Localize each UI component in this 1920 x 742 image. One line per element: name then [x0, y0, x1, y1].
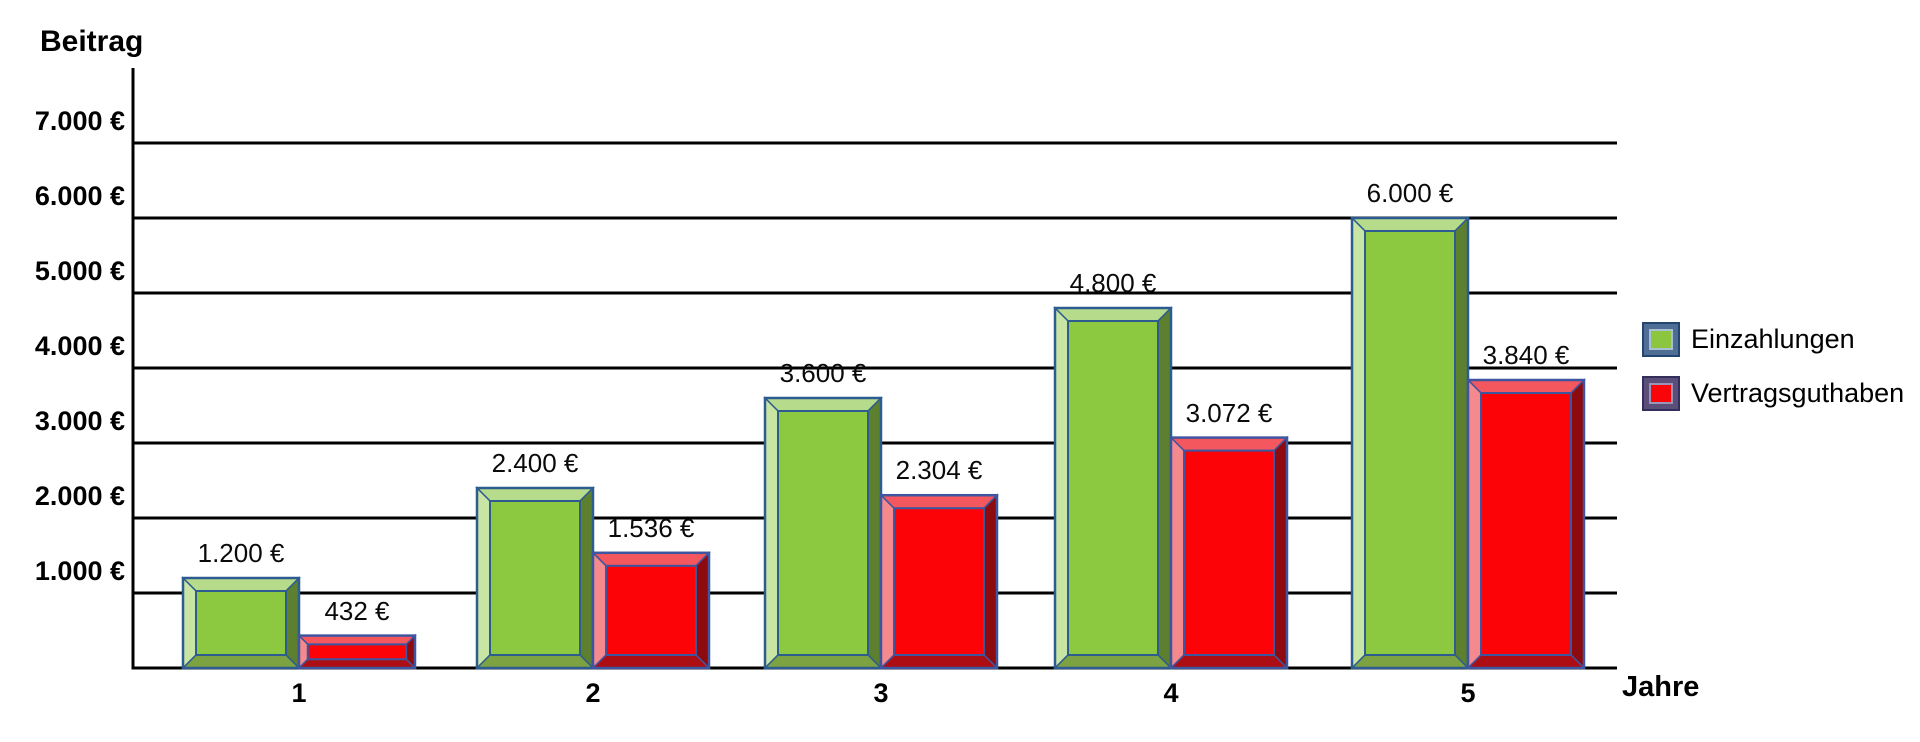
bar-einzahlungen-1-face [195, 590, 287, 656]
value-label-vertragsguthaben-4: 3.072 € [1185, 397, 1273, 428]
bar-vertragsguthaben-5-bevel-left [1467, 378, 1482, 670]
bar-vertragsguthaben-4-bevel-bottom [1169, 654, 1289, 669]
y-tick-label-6000: 6.000 € [34, 181, 125, 211]
value-label-einzahlungen-2: 2.400 € [491, 448, 579, 478]
bar-vertragsguthaben-5-bevel-right [1570, 378, 1585, 670]
bar-vertragsguthaben-2-bevel-left [592, 550, 607, 670]
bar-vertragsguthaben-5-bevel-bottom [1466, 654, 1586, 669]
value-label-vertragsguthaben-1: 432 € [324, 595, 390, 626]
x-category-label-1: 1 [291, 678, 307, 708]
value-label-vertragsguthaben-3: 2.304 € [895, 455, 983, 486]
y-axis-title: Beitrag [40, 25, 144, 58]
bar-einzahlungen-3-face [777, 410, 869, 656]
bar-einzahlungen-1-bevel-left [182, 576, 197, 670]
bar-einzahlungen-2-bevel-top [475, 487, 595, 502]
value-label-einzahlungen-4: 4.800 € [1069, 268, 1157, 298]
bar-einzahlungen-5-bevel-top [1350, 217, 1470, 232]
bar-einzahlungen-2-bevel-left [476, 486, 491, 670]
legend-item-einzahlungen: Einzahlungen [1642, 322, 1855, 357]
bar-vertragsguthaben-2-outline [591, 551, 711, 670]
value-label-einzahlungen-3: 3.600 € [779, 358, 867, 388]
bar-einzahlungen-5-bevel-right [1454, 216, 1469, 670]
bar-einzahlungen-1-bevel-bottom [181, 654, 301, 669]
bar-vertragsguthaben-4-face [1183, 449, 1275, 656]
bar-einzahlungen-3-bevel-bottom [763, 654, 883, 669]
bar-vertragsguthaben-4-bevel-right [1273, 435, 1288, 670]
bar-einzahlungen-4-bevel-top [1053, 307, 1173, 322]
y-tick-label-4000: 4.000 € [34, 331, 125, 361]
bar-einzahlungen-1-bevel-top [181, 577, 301, 592]
bar-einzahlungen-5-bevel-bottom [1350, 654, 1470, 669]
y-tick-label-7000: 7.000 € [34, 106, 125, 136]
bar-vertragsguthaben-3-outline [879, 493, 999, 670]
bar-einzahlungen-4-face [1067, 320, 1159, 656]
value-label-vertragsguthaben-5: 3.840 € [1482, 340, 1570, 370]
bar-vertragsguthaben-2-bevel-bottom [591, 654, 711, 669]
x-category-label-4: 4 [1163, 678, 1179, 708]
vertragsguthaben-swatch-fill [1649, 383, 1673, 404]
y-tick-label-3000: 3.000 € [34, 406, 125, 436]
bar-vertragsguthaben-4-bevel-left [1170, 435, 1185, 670]
bar-vertragsguthaben-4-bevel-top [1169, 436, 1289, 452]
bar-einzahlungen-3-bevel-left [764, 396, 779, 670]
bar-einzahlungen-2-bevel-bottom [475, 654, 595, 669]
bar-vertragsguthaben-2-face [605, 564, 697, 656]
legend-item-vertragsguthaben: Vertragsguthaben [1642, 376, 1904, 411]
vertragsguthaben-swatch-icon [1642, 376, 1680, 411]
bar-vertragsguthaben-5-face [1480, 392, 1572, 656]
bar-einzahlungen-5-face [1364, 230, 1456, 656]
y-tick-label-5000: 5.000 € [34, 256, 125, 286]
bar-vertragsguthaben-1-bevel-bottom [297, 658, 417, 669]
bar-einzahlungen-4-bevel-right [1157, 306, 1172, 670]
bar-einzahlungen-4-bevel-left [1054, 306, 1069, 670]
bar-einzahlungen-1-outline [181, 576, 301, 670]
einzahlungen-swatch-icon [1642, 322, 1680, 357]
bar-vertragsguthaben-3-bevel-left [880, 493, 895, 670]
bar-vertragsguthaben-1-face [306, 643, 408, 661]
bar-vertragsguthaben-3-bevel-top [879, 494, 999, 509]
bar-vertragsguthaben-3-bevel-right [983, 493, 998, 670]
y-tick-label-2000: 2.000 € [34, 481, 125, 511]
value-label-einzahlungen-1: 1.200 € [197, 538, 285, 568]
x-category-label-3: 3 [873, 678, 889, 708]
x-category-label-2: 2 [585, 678, 601, 708]
value-label-einzahlungen-5: 6.000 € [1366, 178, 1454, 208]
y-tick-label-1000: 1.000 € [34, 556, 125, 586]
bar-vertragsguthaben-5-bevel-top [1466, 379, 1586, 394]
x-axis-title: Jahre [1622, 671, 1700, 703]
legend-label-einzahlungen: Einzahlungen [1691, 324, 1855, 354]
x-category-label-5: 5 [1460, 678, 1476, 708]
bar-einzahlungen-3-bevel-top [763, 397, 883, 412]
legend-label-vertragsguthaben: Vertragsguthaben [1691, 378, 1905, 408]
bar-einzahlungen-4-bevel-bottom [1053, 654, 1173, 669]
bar-vertragsguthaben-4-outline [1169, 436, 1289, 670]
bar-vertragsguthaben-3-face [893, 507, 985, 657]
bar-vertragsguthaben-2-bevel-top [591, 552, 711, 567]
value-label-vertragsguthaben-2: 1.536 € [607, 512, 695, 543]
bar-vertragsguthaben-3-bevel-bottom [879, 654, 999, 669]
einzahlungen-swatch-fill [1649, 329, 1673, 350]
bar-einzahlungen-3-bevel-right [867, 396, 882, 670]
bar-vertragsguthaben-1-outline [297, 634, 417, 670]
bar-vertragsguthaben-1-bevel-top [297, 634, 417, 646]
bar-vertragsguthaben-5-outline [1466, 378, 1586, 670]
bar-einzahlungen-2-face [489, 500, 581, 656]
bar-einzahlungen-5-bevel-left [1351, 216, 1366, 670]
bar-vertragsguthaben-2-bevel-right [695, 550, 710, 670]
